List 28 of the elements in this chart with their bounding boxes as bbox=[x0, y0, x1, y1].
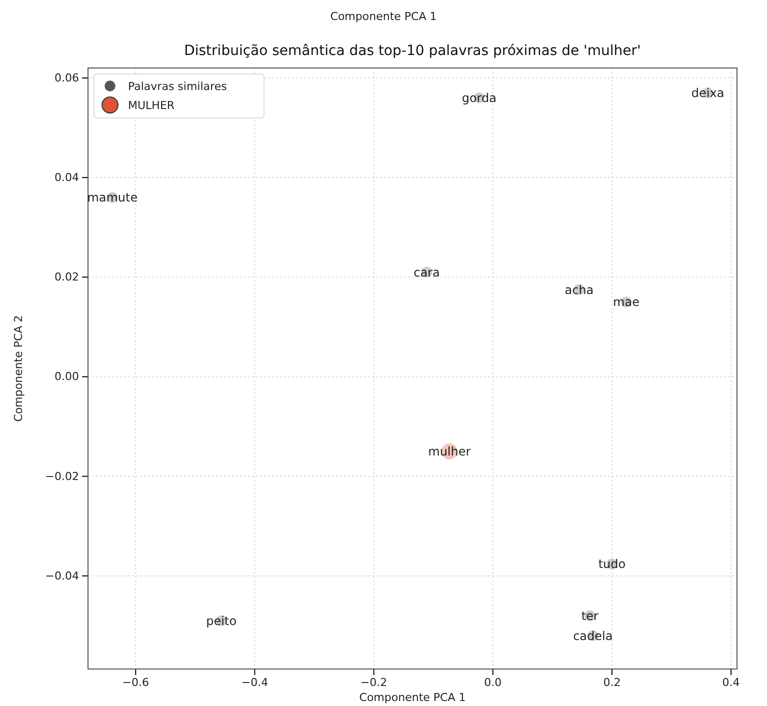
x-tick-label: 0.4 bbox=[722, 676, 740, 689]
legend-label: MULHER bbox=[128, 98, 175, 112]
y-tick-label: 0.02 bbox=[54, 270, 79, 284]
x-tick-label: 0.0 bbox=[484, 676, 502, 689]
annotation: cara bbox=[414, 265, 440, 280]
x-tick-label: −0.6 bbox=[122, 676, 149, 689]
annotation: ter bbox=[581, 608, 599, 623]
y-axis-title: Componente PCA 2 bbox=[12, 315, 25, 422]
annotation: mulher bbox=[428, 444, 471, 459]
annotation: peito bbox=[206, 614, 237, 628]
annotation: tudo bbox=[598, 557, 626, 572]
x-axis-title: Componente PCA 1 bbox=[359, 691, 466, 704]
y-tick-label: 0.04 bbox=[54, 171, 79, 184]
annotation: gorda bbox=[462, 91, 497, 106]
y-tick-label: −0.02 bbox=[45, 470, 79, 483]
annotation: acha bbox=[564, 282, 594, 297]
annotation: cadela bbox=[573, 628, 613, 643]
y-tick-label: 0.06 bbox=[54, 71, 79, 84]
x-tick-label: 0.2 bbox=[603, 676, 621, 689]
annotation: deixa bbox=[691, 86, 724, 100]
x-tick-label: −0.2 bbox=[360, 676, 388, 689]
x-tick-label: −0.4 bbox=[241, 676, 268, 689]
text: Componente PCA 1 bbox=[330, 10, 437, 23]
legend-label: Palavras similares bbox=[128, 80, 228, 93]
y-tick-label: −0.04 bbox=[45, 569, 79, 582]
y-tick-label: 0.00 bbox=[54, 370, 79, 384]
chart-title: Distribuição semântica das top-10 palavras próximas de 'mulher' bbox=[184, 43, 641, 59]
annotation: mae bbox=[613, 295, 640, 310]
